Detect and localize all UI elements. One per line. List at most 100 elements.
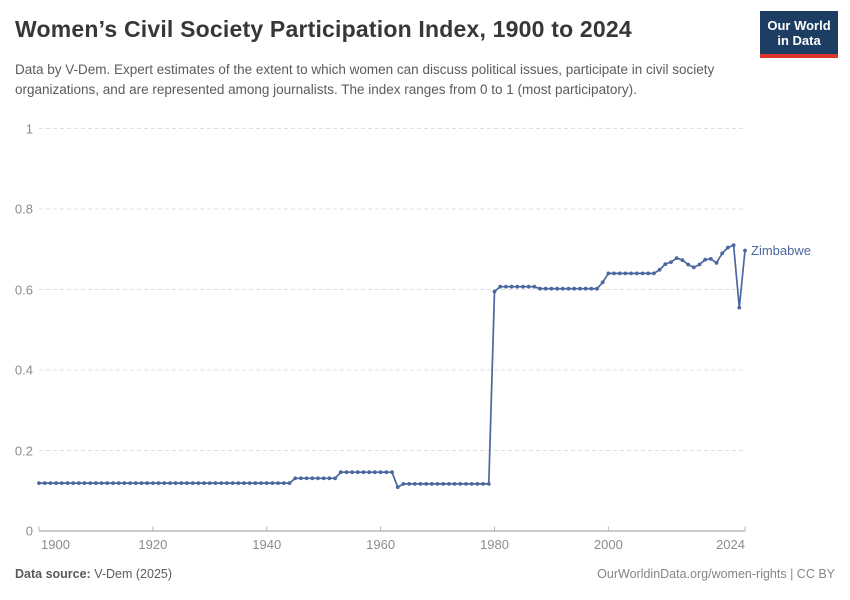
data-point[interactable] <box>190 481 195 485</box>
data-point[interactable] <box>663 262 668 266</box>
data-point[interactable] <box>612 271 616 276</box>
data-point[interactable] <box>213 481 218 485</box>
data-point[interactable] <box>128 481 133 485</box>
data-point[interactable] <box>623 271 628 276</box>
data-point[interactable] <box>703 257 707 262</box>
data-point[interactable] <box>509 284 514 289</box>
data-point[interactable] <box>600 280 605 285</box>
data-point[interactable] <box>116 481 121 485</box>
data-point[interactable] <box>48 481 53 485</box>
data-point[interactable] <box>71 481 76 485</box>
data-point[interactable] <box>538 286 542 291</box>
data-point[interactable] <box>225 481 229 485</box>
data-point[interactable] <box>401 482 406 486</box>
data-point[interactable] <box>122 481 127 485</box>
data-point[interactable] <box>54 481 58 485</box>
owid-logo[interactable]: Our World in Data <box>760 11 838 58</box>
data-point[interactable] <box>560 286 565 291</box>
data-point[interactable] <box>458 482 463 486</box>
data-point[interactable] <box>304 476 309 481</box>
data-point[interactable] <box>589 286 594 291</box>
data-point[interactable] <box>657 267 662 272</box>
data-point[interactable] <box>253 481 258 485</box>
data-point[interactable] <box>646 271 651 276</box>
data-point[interactable] <box>207 481 212 485</box>
data-point[interactable] <box>264 481 269 485</box>
data-point[interactable] <box>578 286 582 291</box>
data-point[interactable] <box>726 245 730 250</box>
data-point[interactable] <box>145 481 150 485</box>
data-point[interactable] <box>196 481 201 485</box>
data-point[interactable] <box>634 271 639 276</box>
data-point[interactable] <box>373 470 377 475</box>
entity-label-zimbabwe[interactable]: Zimbabwe <box>751 243 811 258</box>
data-point[interactable] <box>572 286 577 291</box>
data-point[interactable] <box>412 482 417 486</box>
data-point[interactable] <box>367 470 372 475</box>
data-point[interactable] <box>390 470 394 475</box>
data-point[interactable] <box>435 482 440 486</box>
data-point[interactable] <box>504 284 508 289</box>
data-point[interactable] <box>59 481 64 485</box>
data-point[interactable] <box>606 271 611 276</box>
data-point[interactable] <box>469 482 474 486</box>
data-point[interactable] <box>162 481 167 485</box>
data-point[interactable] <box>139 481 144 485</box>
data-point[interactable] <box>37 481 41 485</box>
data-point[interactable] <box>88 481 93 485</box>
data-point[interactable] <box>737 305 742 310</box>
data-point[interactable] <box>515 284 520 289</box>
data-point[interactable] <box>532 284 537 289</box>
data-point[interactable] <box>521 284 525 289</box>
data-point[interactable] <box>418 482 423 486</box>
data-point[interactable] <box>714 261 719 265</box>
data-point[interactable] <box>316 476 320 481</box>
data-point[interactable] <box>310 476 315 481</box>
data-point[interactable] <box>105 481 110 485</box>
data-point[interactable] <box>168 481 172 485</box>
data-point[interactable] <box>430 482 434 486</box>
data-point[interactable] <box>287 481 292 485</box>
data-point[interactable] <box>179 481 184 485</box>
data-point[interactable] <box>65 481 70 485</box>
data-point[interactable] <box>94 481 98 485</box>
data-point[interactable] <box>424 482 429 486</box>
data-point[interactable] <box>276 481 280 485</box>
data-point[interactable] <box>338 470 343 475</box>
data-point[interactable] <box>173 481 178 485</box>
data-point[interactable] <box>259 481 263 485</box>
data-point[interactable] <box>185 481 189 485</box>
data-point[interactable] <box>321 476 326 481</box>
data-point[interactable] <box>293 476 298 481</box>
data-point[interactable] <box>617 271 622 276</box>
data-point[interactable] <box>743 248 747 253</box>
data-point[interactable] <box>669 260 673 264</box>
data-point[interactable] <box>492 289 497 294</box>
data-point[interactable] <box>720 251 725 256</box>
data-point[interactable] <box>674 256 679 260</box>
data-point[interactable] <box>202 481 207 485</box>
data-point[interactable] <box>156 481 161 485</box>
data-point[interactable] <box>697 262 702 267</box>
data-point[interactable] <box>731 243 736 248</box>
data-point[interactable] <box>333 476 337 481</box>
data-point[interactable] <box>361 470 366 475</box>
data-point[interactable] <box>686 262 690 267</box>
data-point[interactable] <box>395 485 400 489</box>
data-point[interactable] <box>555 286 559 291</box>
data-point[interactable] <box>481 482 485 486</box>
data-point[interactable] <box>680 258 685 262</box>
data-point[interactable] <box>219 481 224 485</box>
data-point[interactable] <box>549 286 554 291</box>
data-point[interactable] <box>543 286 548 291</box>
data-point[interactable] <box>247 481 252 485</box>
data-point[interactable] <box>407 482 411 486</box>
data-point[interactable] <box>151 481 155 485</box>
data-point[interactable] <box>344 470 349 475</box>
data-point[interactable] <box>452 482 457 486</box>
data-point[interactable] <box>629 271 633 276</box>
data-point[interactable] <box>350 470 354 475</box>
data-point[interactable] <box>299 476 303 481</box>
data-point[interactable] <box>133 481 138 485</box>
